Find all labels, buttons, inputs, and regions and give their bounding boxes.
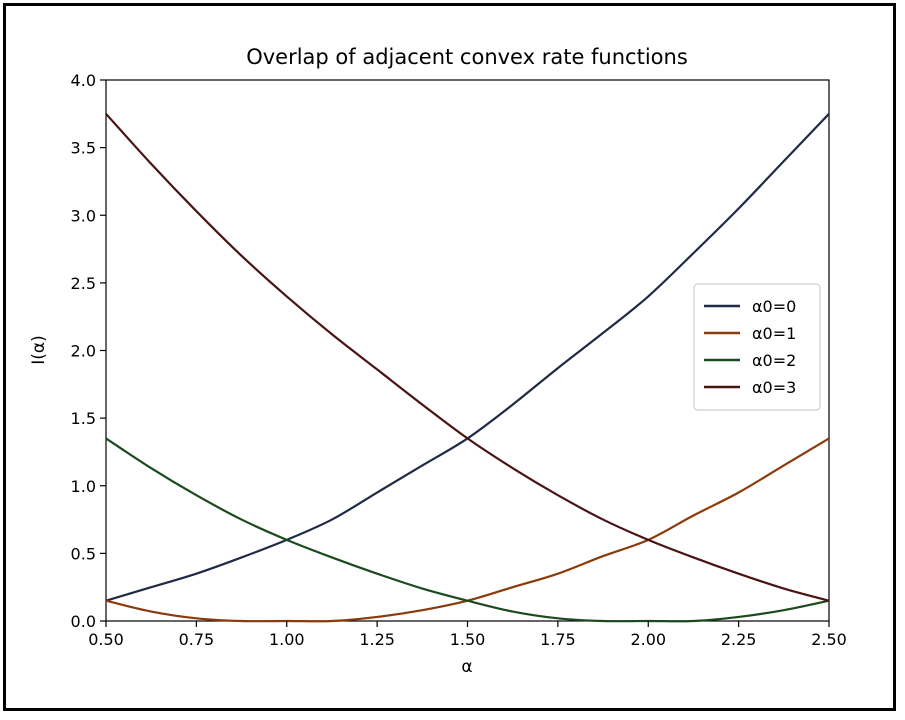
legend-label: α0=0 [752,297,796,316]
series-line-3 [105,113,830,602]
x-tick-label: 2.25 [721,630,757,649]
legend-label: α0=1 [752,324,796,343]
y-tick-label: 2.5 [71,274,96,293]
y-tick-label: 1.0 [71,477,96,496]
x-tick-label: 1.75 [540,630,576,649]
x-tick-label: 0.50 [88,630,124,649]
series-layer [105,113,830,623]
y-tick-label: 4.0 [71,71,96,90]
chart-title: Overlap of adjacent convex rate function… [246,45,688,69]
y-tick-label: 0.0 [71,612,96,631]
y-tick-label: 1.5 [71,409,96,428]
legend-box [693,283,821,411]
x-tick-label: 0.75 [179,630,215,649]
x-tick-label: 1.00 [269,630,305,649]
x-tick-label: 1.25 [359,630,395,649]
y-tick-label: 2.0 [71,342,96,361]
y-axis-label: I(α) [29,335,49,364]
x-axis-label: α [461,657,472,677]
y-tick-label: 0.5 [71,544,96,563]
y-axis-ticks: 0.0 0.5 1.0 1.5 2.0 2.5 3.0 3.5 4.0 [71,71,106,631]
x-axis-ticks: 0.50 0.75 1.00 1.25 1.50 1.75 2.00 2.25 2.50 [88,621,847,649]
x-tick-label: 2.50 [811,630,847,649]
legend-label: α0=3 [752,378,796,397]
y-tick-label: 3.5 [71,139,96,158]
series-line-2 [105,437,830,623]
legend-label: α0=2 [752,351,796,370]
legend: α0=0 α0=1 α0=2 α0=3 [693,283,821,411]
x-tick-label: 1.50 [450,630,486,649]
y-tick-label: 3.0 [71,206,96,225]
x-tick-label: 2.00 [630,630,666,649]
